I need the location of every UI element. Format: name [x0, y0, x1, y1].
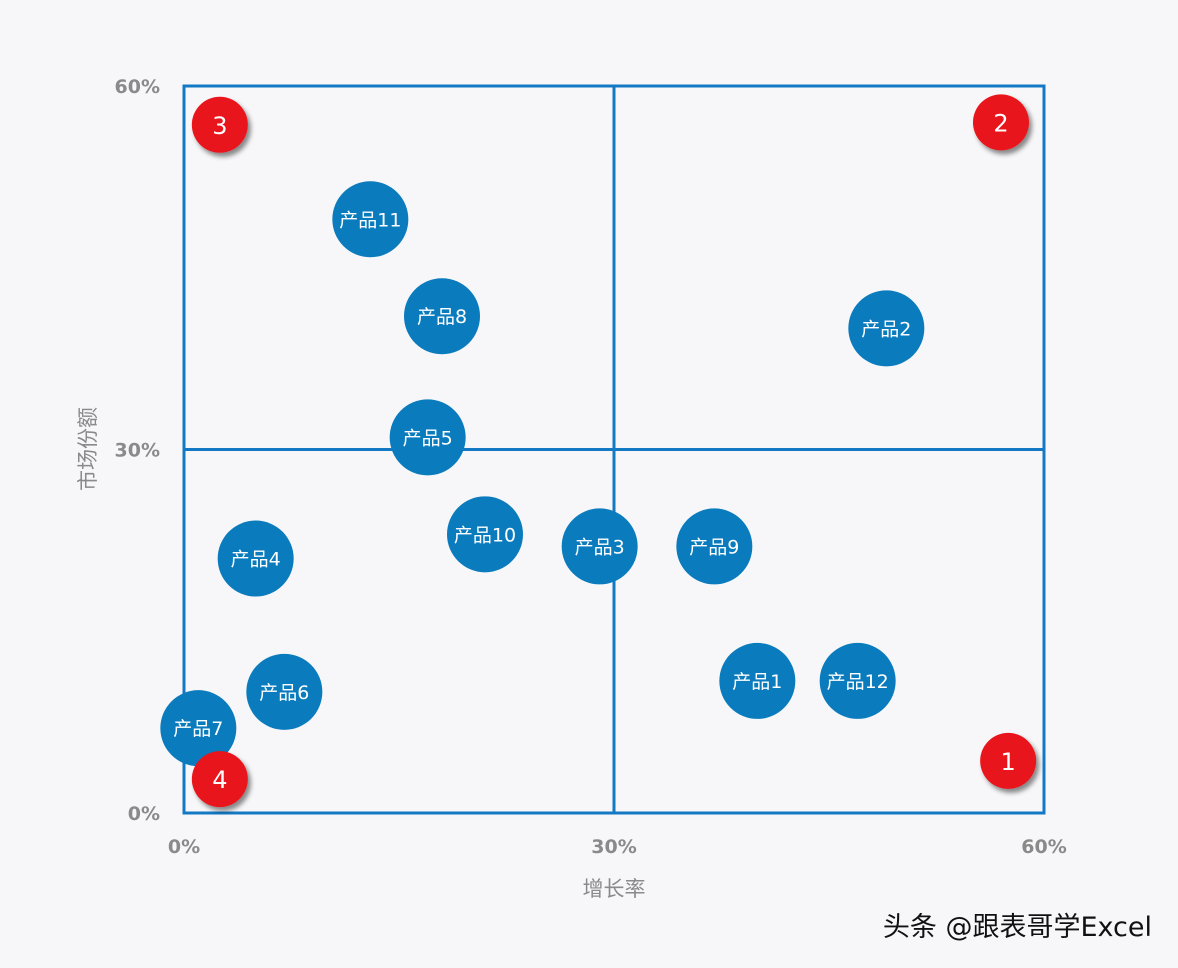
bubble-label: 产品8: [417, 306, 467, 328]
bubble-circle: [160, 690, 237, 767]
bubble-point: 产品2: [848, 290, 925, 367]
bubble-point: 产品8: [404, 278, 480, 355]
bubble-circle: [561, 508, 638, 585]
bubble-label: 产品1: [732, 671, 782, 693]
y-tick-label: 30%: [115, 440, 160, 462]
y-axis-ticks: 0% 30% 60%: [115, 76, 160, 825]
x-tick-label: 0%: [168, 836, 200, 858]
marker-circle: [980, 732, 1037, 789]
bubble-label: 产品7: [173, 718, 223, 740]
bubble-circle: [404, 278, 480, 355]
bubble-label: 产品12: [827, 671, 889, 693]
marker-label: 2: [993, 109, 1008, 137]
bubble-point: 产品11: [332, 181, 409, 258]
bubble-label: 产品3: [575, 536, 625, 558]
bubble-point: 产品10: [447, 496, 523, 573]
bubble-circle: [719, 642, 796, 719]
bubble-circle: [332, 181, 409, 258]
marker-circle: [191, 96, 248, 153]
bubble-label: 产品2: [861, 318, 911, 340]
bubble-label: 产品5: [403, 427, 453, 449]
y-axis-title: 市场份额: [76, 407, 100, 491]
bubble-series: 产品1 产品2 产品3 产品4 产品5 产品6 产品7 产品8 产品9 产品10 产品11 产品12: [160, 181, 925, 767]
quadrant-marker: 1: [980, 732, 1037, 789]
bubble-circle: [217, 520, 294, 597]
watermark: 头条 @跟表哥学Excel: [883, 912, 1152, 943]
bubble-label: 产品4: [231, 549, 281, 571]
bubble-point: 产品9: [676, 508, 753, 585]
marker-label: 3: [212, 112, 227, 140]
quadrant-marker: 3: [191, 96, 248, 153]
bubble-point: 产品4: [217, 520, 294, 597]
y-tick-label: 0%: [128, 803, 160, 825]
bubble-label: 产品11: [339, 209, 401, 231]
bubble-label: 产品6: [259, 682, 309, 704]
bubble-circle: [389, 399, 466, 476]
bubble-circle: [447, 496, 523, 573]
bubble-circle: [676, 508, 753, 585]
bubble-point: 产品5: [389, 399, 466, 476]
quadrant-markers: 1 2 3 4: [191, 94, 1037, 808]
marker-circle: [191, 751, 248, 808]
x-tick-label: 60%: [1021, 836, 1066, 858]
quadrant-marker: 4: [191, 751, 248, 808]
bubble-circle: [246, 653, 323, 730]
bubble-label: 产品10: [454, 524, 516, 546]
marker-circle: [973, 94, 1029, 151]
quadrant-marker: 2: [973, 94, 1029, 151]
bubble-point: 产品6: [246, 653, 323, 730]
bubble-circle: [819, 642, 896, 719]
bubble-point: 产品1: [719, 642, 796, 719]
plot-frame: [182, 84, 1046, 815]
marker-label: 4: [212, 766, 227, 794]
x-tick-label: 30%: [591, 836, 636, 858]
bubble-point: 产品12: [819, 642, 896, 719]
bubble-point: 产品7: [160, 690, 237, 767]
x-axis-ticks: 0% 30% 60%: [168, 836, 1067, 858]
bubble-label: 产品9: [689, 536, 739, 558]
bubble-point: 产品3: [561, 508, 638, 585]
marker-label: 1: [1001, 748, 1016, 776]
bubble-circle: [848, 290, 925, 367]
y-tick-label: 60%: [115, 76, 160, 98]
x-axis-title: 增长率: [583, 877, 646, 901]
